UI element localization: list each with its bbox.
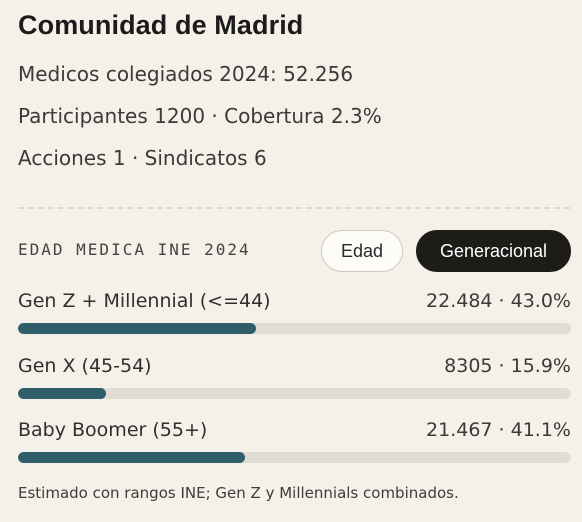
age-row-label: Gen X (45-54) — [18, 355, 152, 377]
section-label: EDAD MEDICA INE 2024 — [18, 240, 251, 259]
region-title: Comunidad de Madrid — [18, 10, 304, 40]
progress-track — [18, 452, 571, 463]
section-divider — [18, 207, 570, 209]
progress-track — [18, 388, 571, 399]
age-row-genz-millennial: Gen Z + Millennial (<=44) 22.484 · 43.0% — [18, 290, 571, 340]
age-row-label: Baby Boomer (55+) — [18, 419, 208, 441]
age-row-genx: Gen X (45-54) 8305 · 15.9% — [18, 355, 571, 405]
age-row-baby-boomer: Baby Boomer (55+) 21.467 · 41.1% — [18, 419, 571, 469]
progress-fill — [18, 388, 106, 399]
progress-fill — [18, 323, 256, 334]
age-row-value: 21.467 · 41.1% — [426, 419, 571, 441]
age-row-value: 8305 · 15.9% — [444, 355, 571, 377]
stat-acciones-sindicatos: Acciones 1 · Sindicatos 6 — [18, 146, 267, 170]
progress-fill — [18, 452, 246, 463]
toggle-generacional-button[interactable]: Generacional — [416, 230, 571, 272]
progress-track — [18, 323, 571, 334]
toggle-edad-button[interactable]: Edad — [321, 230, 403, 272]
stat-participantes-cobertura: Participantes 1200 · Cobertura 2.3% — [18, 104, 382, 128]
stat-medicos-colegiados: Medicos colegiados 2024: 52.256 — [18, 62, 354, 86]
age-row-label: Gen Z + Millennial (<=44) — [18, 290, 271, 312]
footnote: Estimado con rangos INE; Gen Z y Millenn… — [18, 484, 459, 502]
age-row-value: 22.484 · 43.0% — [426, 290, 571, 312]
